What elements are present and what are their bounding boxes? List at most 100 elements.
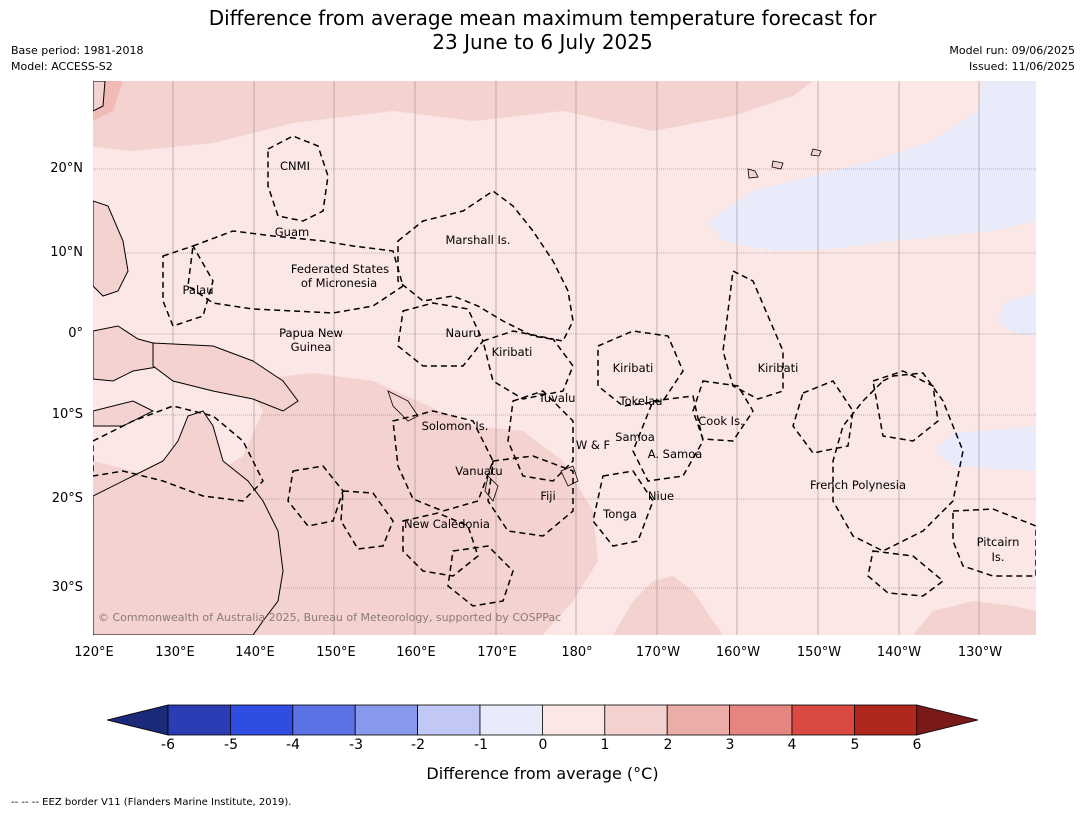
warm-anomaly-north — [93, 81, 1036, 151]
eez-borders — [93, 135, 1036, 607]
colorbar-extend-high — [916, 704, 979, 736]
label-pitcairn-2: Is. — [991, 550, 1004, 564]
label-vanuatu: Vanuatu — [455, 464, 502, 478]
lat-label-10n: 10°N — [50, 245, 83, 260]
colorbar-tick: 5 — [850, 737, 860, 753]
label-fsm-1: Federated States — [291, 262, 389, 276]
colorbar-tick: 4 — [787, 737, 797, 753]
colorbar-cell — [541, 704, 606, 736]
colorbar-cell — [666, 704, 731, 736]
lat-label-0: 0° — [68, 326, 83, 341]
label-guam: Guam — [275, 225, 309, 239]
label-png-2: Guinea — [291, 340, 332, 354]
label-kiribati-west: Kiribati — [492, 345, 533, 359]
label-cnmi: CNMI — [280, 159, 310, 173]
label-marshall: Marshall Is. — [445, 233, 510, 247]
label-wf: W & F — [576, 438, 610, 452]
colorbar-cell — [354, 704, 418, 736]
lon-label-160w: 160°W — [715, 645, 761, 660]
lon-label-140e: 140°E — [235, 645, 275, 660]
colorbar-tick: 3 — [725, 737, 735, 753]
asia-land — [93, 81, 106, 112]
lon-label-150w: 150°W — [796, 645, 842, 660]
label-new-caledonia: New Caledonia — [404, 517, 490, 531]
landmasses — [93, 81, 299, 635]
colorbar-cell — [167, 704, 231, 736]
label-solomon: Solomon Is. — [422, 419, 489, 433]
lon-label-140w: 140°W — [876, 645, 922, 660]
colorbar-extend-low — [107, 704, 169, 736]
map-area: © Commonwealth of Australia 2025, Bureau… — [93, 81, 1036, 635]
colorbar-cells — [107, 704, 979, 736]
label-png-1: Papua New — [279, 326, 343, 340]
title-line-1: Difference from average mean maximum tem… — [208, 6, 877, 30]
colorbar-cell — [230, 704, 294, 736]
label-kiribati-central: Kiribati — [613, 361, 654, 375]
colorbar-cell — [292, 704, 356, 736]
label-asamoa: A. Samoa — [648, 447, 703, 461]
cool-anomaly-north — [708, 81, 1036, 251]
colorbar-tick: 0 — [538, 737, 548, 753]
colorbar-title: Difference from average (°C) — [426, 764, 659, 783]
lon-label-120e: 120°E — [74, 645, 114, 660]
colorbar-tick: -3 — [349, 737, 363, 753]
eez-footnote: -- -- -- EEZ border V11 (Flanders Marine… — [11, 797, 292, 808]
issued-date: Issued: 11/06/2025 — [968, 60, 1075, 73]
label-palau: Palau — [183, 283, 214, 297]
meta-left: Base period: 1981-2018 Model: ACCESS-S2 — [11, 43, 143, 75]
label-fiji: Fiji — [540, 489, 555, 503]
colorbar-tick: -2 — [411, 737, 425, 753]
colorbar — [107, 704, 979, 736]
model-name: Model: ACCESS-S2 — [11, 60, 113, 73]
label-pitcairn-1: Pitcairn — [977, 535, 1020, 549]
label-niue: Niue — [648, 489, 674, 503]
meta-right: Model run: 09/06/2025 Issued: 11/06/2025 — [949, 43, 1075, 75]
colorbar-tick: 6 — [912, 737, 922, 753]
warm-anomaly-southeast — [913, 601, 1036, 635]
base-period: Base period: 1981-2018 — [11, 44, 144, 57]
colorbar-tick: -5 — [224, 737, 238, 753]
label-fsm-2: of Micronesia — [301, 276, 377, 290]
label-cook: Cook Is. — [698, 414, 743, 428]
colorbar-tick: 1 — [600, 737, 610, 753]
warm-anomaly-south-central — [613, 576, 723, 635]
lon-label-150e: 150°E — [316, 645, 356, 660]
map-title: Difference from average mean maximum tem… — [0, 6, 1085, 54]
lon-label-130e: 130°E — [155, 645, 195, 660]
copyright-text: © Commonwealth of Australia 2025, Bureau… — [98, 611, 561, 624]
lat-label-20n: 20°N — [50, 161, 83, 176]
colorbar-cell — [729, 704, 793, 736]
lon-label-130w: 130°W — [957, 645, 1003, 660]
colorbar-tick: -1 — [474, 737, 488, 753]
small-islands — [387, 148, 822, 502]
label-tuvalu: Tuvalu — [538, 391, 576, 405]
new-guinea-land — [152, 342, 299, 412]
label-tokelau: Tokelau — [619, 394, 663, 408]
lat-label-30s: 30°S — [51, 580, 83, 595]
region-labels: CNMI Guam Marshall Is. Federated States … — [183, 159, 1020, 564]
philippines-land — [93, 200, 129, 297]
lon-label-170e: 170°E — [477, 645, 517, 660]
label-samoa: Samoa — [615, 430, 655, 444]
colorbar-tick: -6 — [161, 737, 175, 753]
lon-label-180: 180° — [561, 645, 593, 660]
label-nauru: Nauru — [446, 326, 481, 340]
colorbar-cell — [604, 704, 668, 736]
colorbar-tick: 2 — [663, 737, 673, 753]
label-french-polynesia: French Polynesia — [810, 478, 906, 492]
colorbar-cell — [417, 704, 481, 736]
lon-label-160e: 160°E — [396, 645, 436, 660]
colorbar-cell — [479, 704, 543, 736]
lat-label-20s: 20°S — [51, 491, 83, 506]
model-run: Model run: 09/06/2025 — [949, 44, 1075, 57]
cool-anomaly-southeast — [935, 426, 1036, 471]
australia-land — [93, 410, 284, 635]
lat-label-10s: 10°S — [51, 407, 83, 422]
colorbar-tick: -4 — [286, 737, 300, 753]
lon-label-170w: 170°W — [635, 645, 681, 660]
title-line-2: 23 June to 6 July 2025 — [432, 30, 653, 54]
label-tonga: Tonga — [602, 507, 637, 521]
label-kiribati-east: Kiribati — [758, 361, 799, 375]
map-svg: © Commonwealth of Australia 2025, Bureau… — [93, 81, 1036, 635]
cool-anomaly-east — [998, 293, 1036, 336]
